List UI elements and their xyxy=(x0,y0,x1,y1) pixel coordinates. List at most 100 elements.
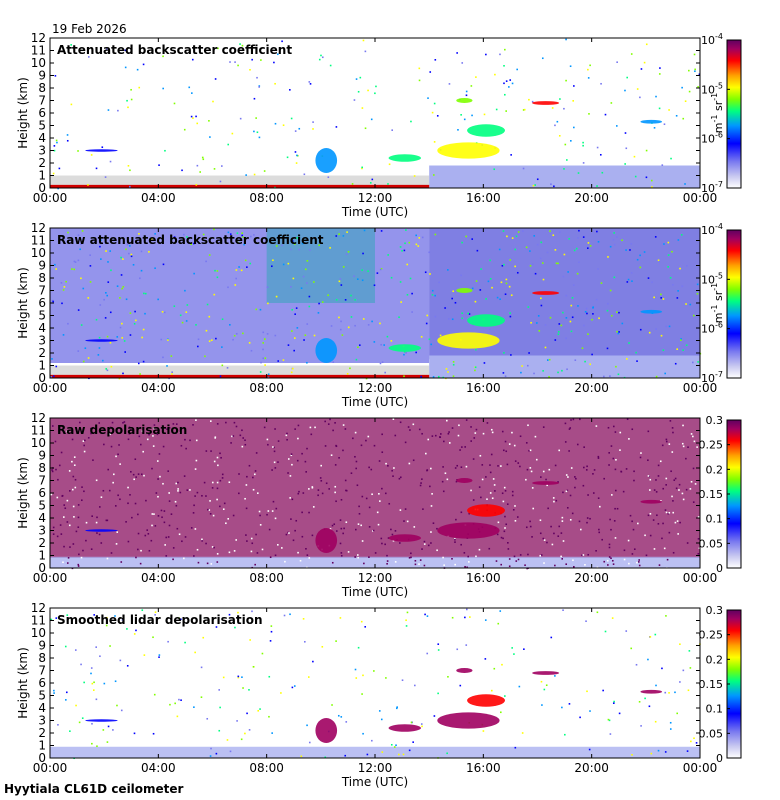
noise-speck xyxy=(378,493,380,495)
noise-speck xyxy=(197,561,200,564)
noise-speck xyxy=(77,309,80,311)
noise-speck xyxy=(578,520,581,523)
noise-speck xyxy=(109,250,111,252)
noise-speck xyxy=(472,458,475,460)
noise-speck xyxy=(415,234,417,237)
noise-speck xyxy=(502,372,505,374)
noise-speck xyxy=(619,449,621,451)
surface-layer xyxy=(50,556,700,568)
noise-speck xyxy=(275,245,278,247)
noise-speck xyxy=(448,442,451,444)
noise-speck xyxy=(233,334,236,337)
noise-speck xyxy=(340,284,343,286)
noise-speck xyxy=(50,376,53,378)
noise-speck xyxy=(662,349,665,352)
noise-speck xyxy=(317,494,319,497)
noise-speck xyxy=(509,312,511,314)
noise-speck xyxy=(151,237,153,240)
noise-speck xyxy=(129,494,131,496)
noise-speck xyxy=(291,498,294,501)
colorbar-unit: m-1 sr-1 xyxy=(710,93,725,133)
noise-speck xyxy=(137,513,139,516)
noise-speck xyxy=(660,293,662,296)
noise-speck xyxy=(345,489,348,492)
y-tick-label: 7 xyxy=(38,474,46,488)
noise-speck xyxy=(162,445,165,448)
noise-speck xyxy=(290,453,293,456)
noise-speck xyxy=(78,553,80,556)
noise-speck xyxy=(409,429,411,431)
noise-speck xyxy=(340,716,343,718)
noise-speck xyxy=(598,317,600,320)
noise-speck xyxy=(304,334,307,336)
noise-speck xyxy=(611,494,613,496)
noise-speck xyxy=(291,686,294,689)
noise-speck xyxy=(54,440,57,443)
noise-speck xyxy=(566,159,568,161)
noise-speck xyxy=(245,174,247,176)
noise-speck xyxy=(104,317,107,319)
noise-speck xyxy=(504,48,506,51)
noise-speck xyxy=(631,428,634,431)
noise-speck xyxy=(685,488,688,491)
noise-speck xyxy=(613,520,616,522)
noise-speck xyxy=(66,139,69,142)
noise-speck xyxy=(681,442,684,445)
noise-speck xyxy=(647,514,650,517)
noise-speck xyxy=(595,298,598,301)
noise-speck xyxy=(640,452,642,454)
noise-speck xyxy=(126,665,129,667)
noise-speck xyxy=(231,435,233,438)
noise-speck xyxy=(362,732,364,735)
noise-speck xyxy=(90,672,92,675)
noise-speck xyxy=(591,318,593,321)
noise-speck xyxy=(341,334,344,336)
noise-speck xyxy=(481,464,484,466)
noise-speck xyxy=(638,559,640,561)
x-tick-label: 00:00 xyxy=(683,761,718,775)
noise-speck xyxy=(195,459,198,462)
noise-speck xyxy=(293,337,296,339)
noise-speck xyxy=(543,688,546,691)
noise-speck xyxy=(446,419,448,422)
noise-speck xyxy=(503,352,505,354)
noise-speck xyxy=(569,494,572,497)
noise-speck xyxy=(430,542,432,544)
noise-speck xyxy=(312,660,314,663)
noise-speck xyxy=(96,745,98,748)
noise-speck xyxy=(223,502,226,505)
noise-speck xyxy=(277,53,279,56)
noise-speck xyxy=(96,532,98,534)
noise-speck xyxy=(698,73,701,76)
noise-speck xyxy=(171,371,173,374)
noise-speck xyxy=(600,282,603,284)
noise-speck xyxy=(613,700,615,703)
noise-speck xyxy=(134,458,137,461)
noise-speck xyxy=(587,553,590,556)
noise-speck xyxy=(693,737,695,740)
noise-speck xyxy=(142,450,144,453)
noise-speck xyxy=(671,250,673,253)
noise-speck xyxy=(617,332,620,335)
noise-speck xyxy=(379,500,381,502)
noise-speck xyxy=(489,464,491,466)
noise-speck xyxy=(251,542,254,545)
noise-speck xyxy=(256,552,259,554)
noise-speck xyxy=(405,229,407,231)
noise-speck xyxy=(631,520,633,523)
noise-speck xyxy=(625,630,628,632)
noise-speck xyxy=(593,469,596,471)
noise-speck xyxy=(696,292,699,295)
noise-speck xyxy=(98,533,101,536)
y-tick-label: 7 xyxy=(38,94,46,108)
noise-speck xyxy=(399,246,402,248)
noise-speck xyxy=(339,617,342,619)
noise-speck xyxy=(601,171,604,174)
noise-speck xyxy=(61,302,63,305)
noise-speck xyxy=(127,502,129,505)
noise-speck xyxy=(106,369,109,372)
noise-speck xyxy=(244,497,246,500)
noise-speck xyxy=(92,689,95,691)
noise-speck xyxy=(672,500,674,502)
noise-speck xyxy=(516,68,518,71)
